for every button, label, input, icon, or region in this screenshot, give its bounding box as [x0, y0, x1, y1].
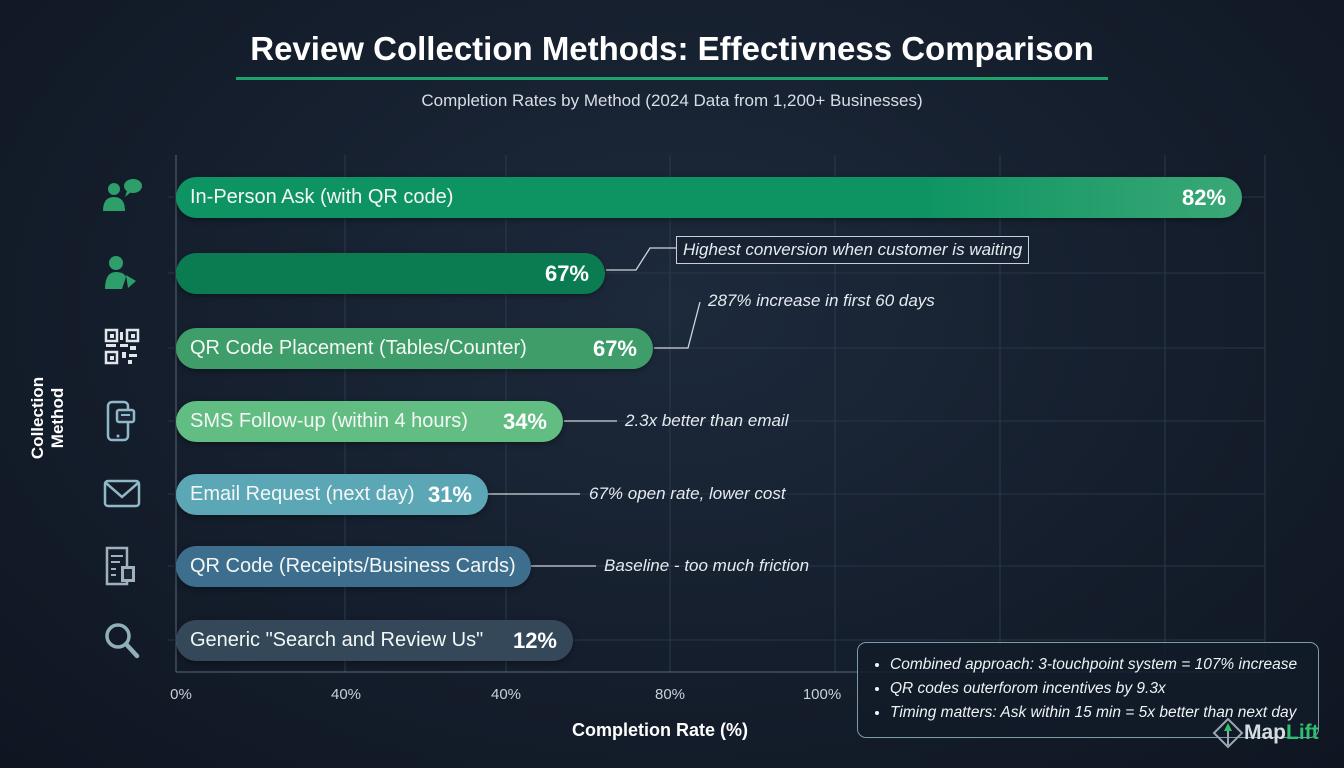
x-tick-label: 40%: [330, 686, 362, 703]
bar-label: In-Person Ask (with QR code): [190, 186, 454, 208]
annotation: Highest conversion when customer is wait…: [676, 236, 1030, 264]
bar: In-Person Ask (with QR code) 82%: [176, 177, 1242, 218]
annotation: Baseline - too much friction: [604, 556, 810, 575]
bar: 67%: [176, 253, 605, 294]
qr-code-icon: [100, 326, 144, 370]
bar-value-label: 67%: [592, 335, 637, 361]
search-icon: [100, 618, 144, 662]
receipt-qr-icon: [100, 544, 144, 588]
bar-label: QR Code (Receipts/Business Cards): [190, 555, 516, 577]
bar-value-label: 31%: [427, 481, 472, 507]
bar: Email Request (next day) 31%: [176, 474, 488, 515]
bar: SMS Follow-up (within 4 hours) 34%: [176, 401, 563, 442]
y-axis-label: Collection Method: [28, 376, 67, 460]
insight-item: Combined approach: 3-touchpoint system =…: [890, 653, 1318, 677]
bar-label: Email Request (next day): [190, 483, 415, 505]
bar: Generic "Search and Review Us" 12%: [176, 620, 573, 661]
people-speech-icon: [100, 175, 144, 219]
annotation-connector: [606, 247, 676, 271]
x-axis-label: Completion Rate (%): [571, 720, 748, 740]
annotation-connector: [654, 301, 701, 349]
logo-text-map: Map: [1244, 721, 1286, 744]
bar-value-label: 67%: [544, 260, 589, 286]
insight-item: Timing matters: Ask within 15 min = 5x b…: [890, 701, 1318, 725]
phone-message-icon: [100, 399, 144, 443]
bar-value-label: 12%: [512, 627, 557, 653]
annotation: 2.3x better than email: [625, 411, 789, 430]
logo-diamond-icon: [1212, 717, 1244, 749]
person-tag-icon: [100, 251, 144, 295]
envelope-icon: [100, 472, 144, 516]
bar-label: Generic "Search and Review Us": [190, 629, 484, 651]
bar: QR Code Placement (Tables/Counter) 67%: [176, 328, 653, 369]
insight-item: QR codes outerforom incentives by 9.3x: [890, 677, 1318, 701]
annotation: 67% open rate, lower cost: [589, 484, 786, 503]
bar: QR Code (Receipts/Business Cards): [176, 546, 531, 587]
maplift-logo: Map Lift: [1212, 717, 1319, 749]
bar-value-label: 34%: [502, 408, 547, 434]
logo-text-lift: Lift: [1286, 721, 1319, 744]
x-tick-label: 40%: [490, 686, 522, 703]
bar-label: QR Code Placement (Tables/Counter): [190, 337, 527, 359]
x-tick-label: 80%: [654, 686, 686, 703]
x-tick-label: 100%: [802, 686, 842, 703]
insights-box: Combined approach: 3-touchpoint system =…: [857, 642, 1319, 738]
x-tick-label: 0%: [170, 686, 192, 703]
title-underline: [236, 77, 1108, 80]
chart-title: Review Collection Methods: Effectivness …: [250, 30, 1094, 67]
annotation: 287% increase in first 60 days: [708, 291, 935, 310]
chart-subtitle: Completion Rates by Method (2024 Data fr…: [421, 91, 923, 110]
bar-value-label: 82%: [1181, 184, 1226, 210]
bar-label: SMS Follow-up (within 4 hours): [190, 410, 468, 432]
